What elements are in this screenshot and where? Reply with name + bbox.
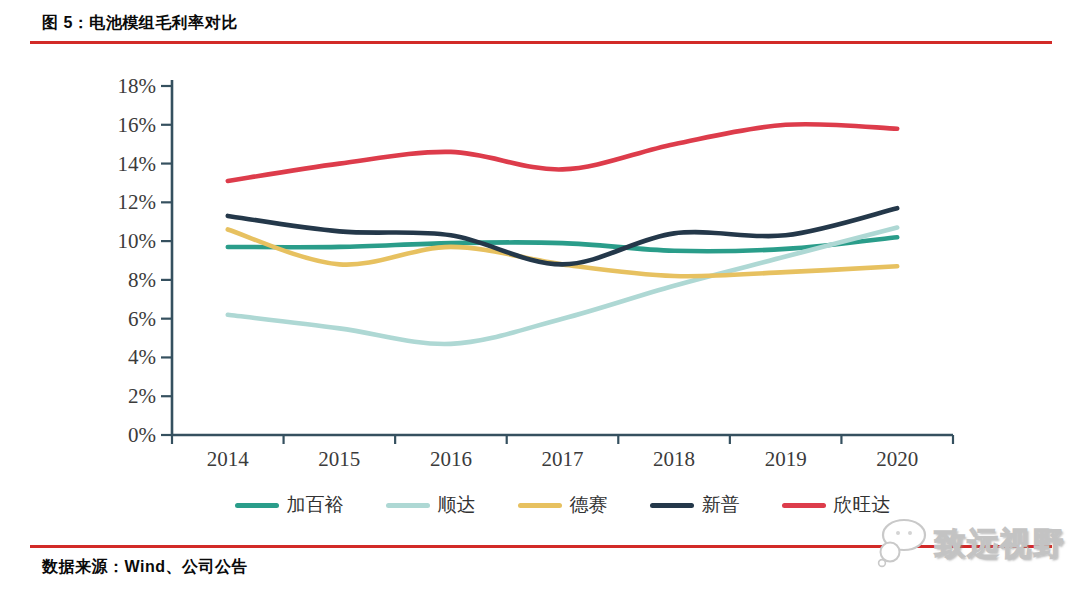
chart-legend: 加百裕 顺达 德赛 新普 欣旺达: [172, 492, 953, 518]
y-axis-tick-label: 8%: [128, 268, 156, 292]
legend-swatch-icon: [782, 503, 826, 508]
y-axis-tick-label: 6%: [128, 307, 156, 331]
legend-item: 新普: [650, 492, 740, 518]
legend-label: 德赛: [570, 492, 608, 518]
y-axis-tick-label: 2%: [128, 384, 156, 408]
x-axis-tick-label: 2015: [318, 447, 360, 471]
axis-lines: [172, 80, 953, 435]
legend-label: 顺达: [438, 492, 476, 518]
x-axis-tick-label: 2018: [653, 447, 695, 471]
figure-page: 图 5：电池模组毛利率对比 0%2%4%6%8%10%12%14%16%18%2…: [0, 0, 1080, 600]
watermark-text: 致远视野: [934, 523, 1066, 565]
y-axis-tick-label: 4%: [128, 345, 156, 369]
legend-swatch-icon: [386, 503, 430, 508]
x-axis-tick-label: 2016: [430, 447, 472, 471]
y-axis-tick-label: 0%: [128, 423, 156, 447]
y-axis-tick-label: 16%: [118, 113, 157, 137]
source-text: 数据来源：Wind、公司公告: [42, 557, 248, 578]
legend-swatch-icon: [650, 503, 694, 508]
legend-swatch-icon: [518, 503, 562, 508]
legend-label: 加百裕: [287, 492, 344, 518]
legend-swatch-icon: [235, 503, 279, 508]
x-axis-tick-label: 2019: [765, 447, 807, 471]
legend-item: 顺达: [386, 492, 476, 518]
legend-label: 新普: [702, 492, 740, 518]
x-axis-tick-label: 2014: [207, 447, 250, 471]
x-axis-tick-label: 2017: [542, 447, 584, 471]
series-line-0: [228, 237, 897, 251]
series-line-4: [228, 124, 897, 181]
legend-item: 德赛: [518, 492, 608, 518]
y-axis-tick-label: 12%: [118, 190, 157, 214]
y-axis-tick-label: 14%: [118, 152, 157, 176]
y-axis-tick-label: 18%: [118, 74, 157, 98]
x-axis-tick-label: 2020: [876, 447, 918, 471]
watermark: 致远视野: [874, 515, 1066, 573]
chat-bubbles-icon: [874, 515, 932, 573]
legend-item: 加百裕: [235, 492, 344, 518]
y-axis-tick-label: 10%: [118, 229, 157, 253]
